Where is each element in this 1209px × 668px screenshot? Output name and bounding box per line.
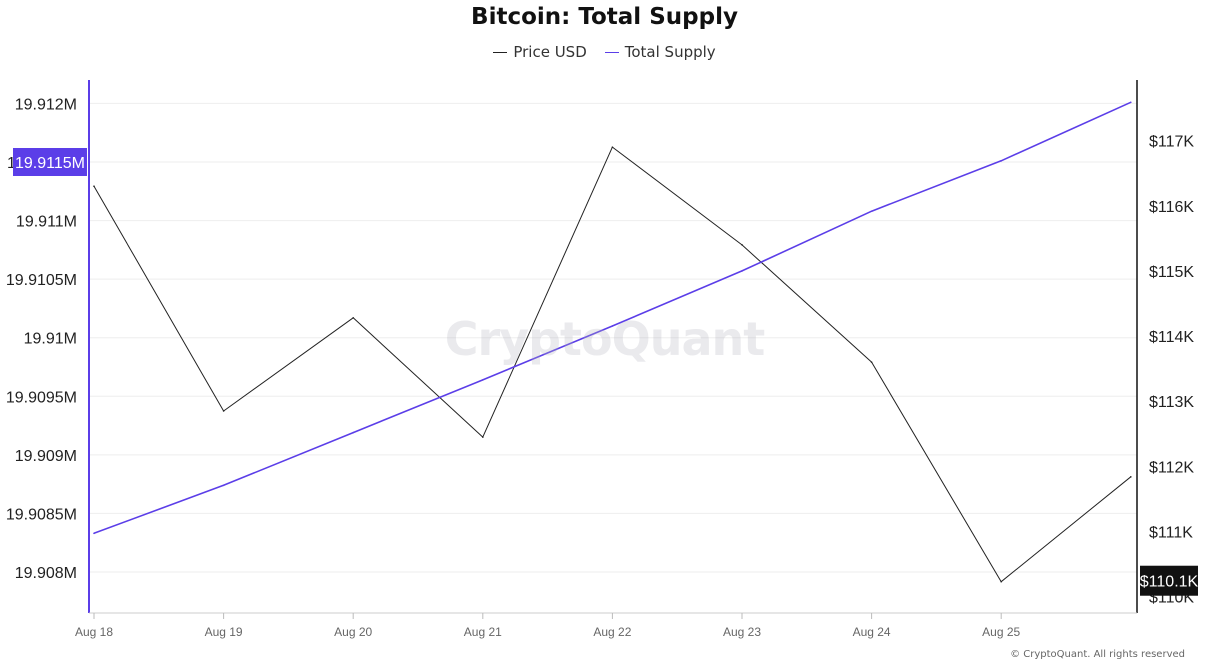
- y-left-highlight-box: [13, 148, 87, 176]
- legend-item-price[interactable]: Price USD: [493, 43, 587, 61]
- data-point-supply: [1000, 160, 1002, 162]
- x-tick-label: Aug 18: [75, 625, 113, 639]
- y-left-tick-label: 19.911M: [16, 214, 77, 231]
- data-point-price: [222, 410, 225, 412]
- chart-title: Bitcoin: Total Supply: [471, 4, 738, 30]
- data-point-supply: [93, 532, 95, 535]
- legend-label-price: Price USD: [513, 43, 587, 61]
- y-left-highlight-label: 19.9115M: [15, 155, 85, 172]
- data-point-price: [870, 361, 873, 363]
- data-point-supply: [222, 484, 225, 487]
- legend[interactable]: Price USD Total Supply: [0, 43, 1209, 61]
- x-tick-label: Aug 24: [853, 625, 891, 639]
- data-point-price: [741, 244, 743, 246]
- y-right-tick-label: $112K: [1149, 459, 1194, 476]
- data-point-supply: [352, 431, 355, 434]
- legend-swatch-supply: [604, 51, 619, 53]
- y-right-tick-label: $116K: [1149, 199, 1194, 216]
- y-right-tick-label: $117K: [1149, 134, 1194, 151]
- y-left-tick-label: 19.9095M: [6, 389, 77, 406]
- x-tick-label: Aug 20: [334, 625, 372, 639]
- data-point-supply: [611, 325, 614, 327]
- y-right-tick-label: $114K: [1149, 329, 1194, 346]
- x-tick-label: Aug 25: [982, 625, 1020, 639]
- data-point-price: [1130, 476, 1132, 478]
- legend-label-supply: Total Supply: [624, 43, 716, 61]
- x-tick-label: Aug 22: [593, 625, 631, 639]
- data-point-price: [611, 146, 614, 148]
- y-left-tick-label: 19.9085M: [6, 506, 77, 523]
- y-right-highlight-box: [1140, 565, 1198, 596]
- y-right-tick-label: $113K: [1149, 394, 1194, 411]
- series-line-supply: [93, 101, 1132, 535]
- y-left-tick-label: 19.912M: [15, 96, 77, 113]
- legend-item-supply[interactable]: Total Supply: [604, 43, 716, 61]
- series-line-price: [93, 146, 1132, 583]
- y-left-tick-label: 19.908M: [15, 565, 77, 582]
- y-right-tick-label: $111K: [1149, 525, 1193, 542]
- y-left-tick-label: 19.909M: [15, 448, 77, 465]
- data-point-price: [482, 436, 484, 438]
- legend-swatch-price: [493, 51, 508, 53]
- data-point-price: [93, 185, 95, 188]
- data-point-supply: [1130, 101, 1132, 104]
- data-point-supply: [741, 270, 743, 272]
- y-left-tick-label: 19.91M: [24, 331, 77, 348]
- y-right-highlight-label: $110.1K: [1140, 574, 1199, 591]
- footer-credit: © CryptoQuant. All rights reserved: [1010, 649, 1185, 660]
- x-tick-label: Aug 23: [723, 625, 761, 639]
- x-tick-label: Aug 21: [464, 625, 502, 639]
- data-point-supply: [870, 210, 873, 212]
- x-tick-label: Aug 19: [205, 625, 243, 639]
- data-point-supply: [482, 379, 484, 381]
- data-point-price: [352, 317, 355, 319]
- y-right-tick-label: $115K: [1149, 264, 1194, 281]
- data-point-price: [1000, 580, 1002, 583]
- y-left-tick-label: 19.9105M: [6, 272, 77, 289]
